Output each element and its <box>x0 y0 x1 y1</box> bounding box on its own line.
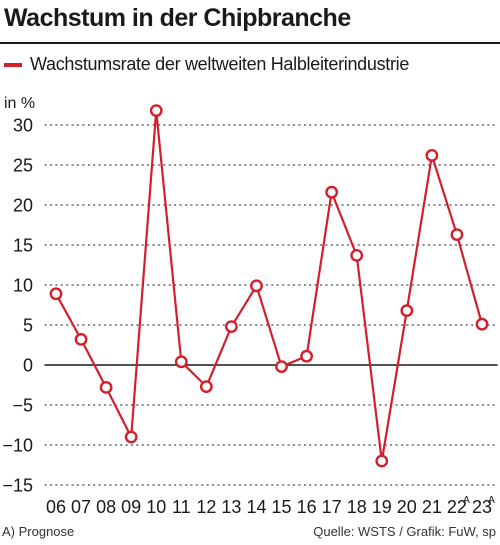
x-tick-label: 20 <box>397 497 417 517</box>
y-tick-label: 30 <box>13 116 33 136</box>
x-tick-label: 21 <box>422 497 442 517</box>
data-point <box>425 148 439 162</box>
data-point <box>300 349 313 363</box>
x-tick-label: 06 <box>46 497 66 517</box>
x-tick-label: 09 <box>121 497 141 517</box>
y-tick-label: 10 <box>13 276 33 296</box>
legend-swatch <box>4 62 22 67</box>
data-point <box>49 287 63 301</box>
title-divider <box>0 42 500 44</box>
data-point <box>99 380 113 394</box>
data-point <box>450 228 464 242</box>
legend: Wachstumsrate der weltweiten Halbleiteri… <box>4 54 409 75</box>
x-tick-superscript: A <box>488 495 495 506</box>
x-tick-label: 15 <box>272 497 292 517</box>
y-tick-label: −5 <box>12 396 33 416</box>
x-tick-label: 11 <box>172 497 191 517</box>
data-point <box>74 332 88 346</box>
x-tick-label: 23 <box>472 497 492 517</box>
data-point <box>275 360 288 373</box>
y-tick-label: −15 <box>2 476 33 496</box>
y-tick-label: −10 <box>2 436 33 456</box>
x-tick-label: 17 <box>322 497 342 517</box>
y-tick-labels: 30 25 20 15 10 5 0 −5 −10 −15 <box>2 116 33 496</box>
source-credit: Quelle: WSTS / Grafik: FuW, sp <box>313 524 496 539</box>
x-tick-label: 14 <box>246 497 266 517</box>
data-point <box>375 454 389 468</box>
data-point <box>475 317 489 331</box>
data-point <box>400 304 414 317</box>
x-tick-label: 10 <box>146 497 166 517</box>
x-tick-label: 16 <box>297 497 317 517</box>
data-point <box>325 185 339 199</box>
y-tick-label: 5 <box>23 316 33 336</box>
x-tick-labels: 06 07 08 09 10 11 12 13 14 15 16 17 18 19 20 21 22A 23A <box>46 495 495 517</box>
x-tick-label: 18 <box>347 497 367 517</box>
legend-label: Wachstumsrate der weltweiten Halbleiteri… <box>30 54 410 74</box>
data-point <box>199 380 213 393</box>
x-tick-label: 07 <box>71 497 91 517</box>
y-tick-label: 25 <box>13 156 33 176</box>
data-point <box>250 279 263 293</box>
y-tick-label: 15 <box>13 236 33 256</box>
x-tick-label: 08 <box>96 497 116 517</box>
series-line <box>54 109 484 463</box>
x-tick-label: 22 <box>447 497 467 517</box>
data-point <box>174 355 188 369</box>
grid-lines <box>44 124 498 486</box>
chart-title: Wachstum in der Chipbranche <box>4 4 351 32</box>
x-tick-label: 13 <box>221 497 241 517</box>
data-points <box>49 104 489 468</box>
y-axis-unit: in % <box>4 95 35 112</box>
footnote: A) Prognose <box>2 524 75 539</box>
data-point <box>225 320 238 333</box>
data-point <box>350 248 364 262</box>
series-line-group <box>54 109 484 463</box>
x-tick-label: 12 <box>196 497 216 517</box>
x-tick-superscript: A <box>463 495 470 506</box>
x-tick-label: 19 <box>372 497 392 517</box>
data-point <box>124 430 138 444</box>
y-tick-label: 20 <box>13 196 33 216</box>
y-tick-label: 0 <box>23 356 33 376</box>
data-point <box>149 104 163 118</box>
